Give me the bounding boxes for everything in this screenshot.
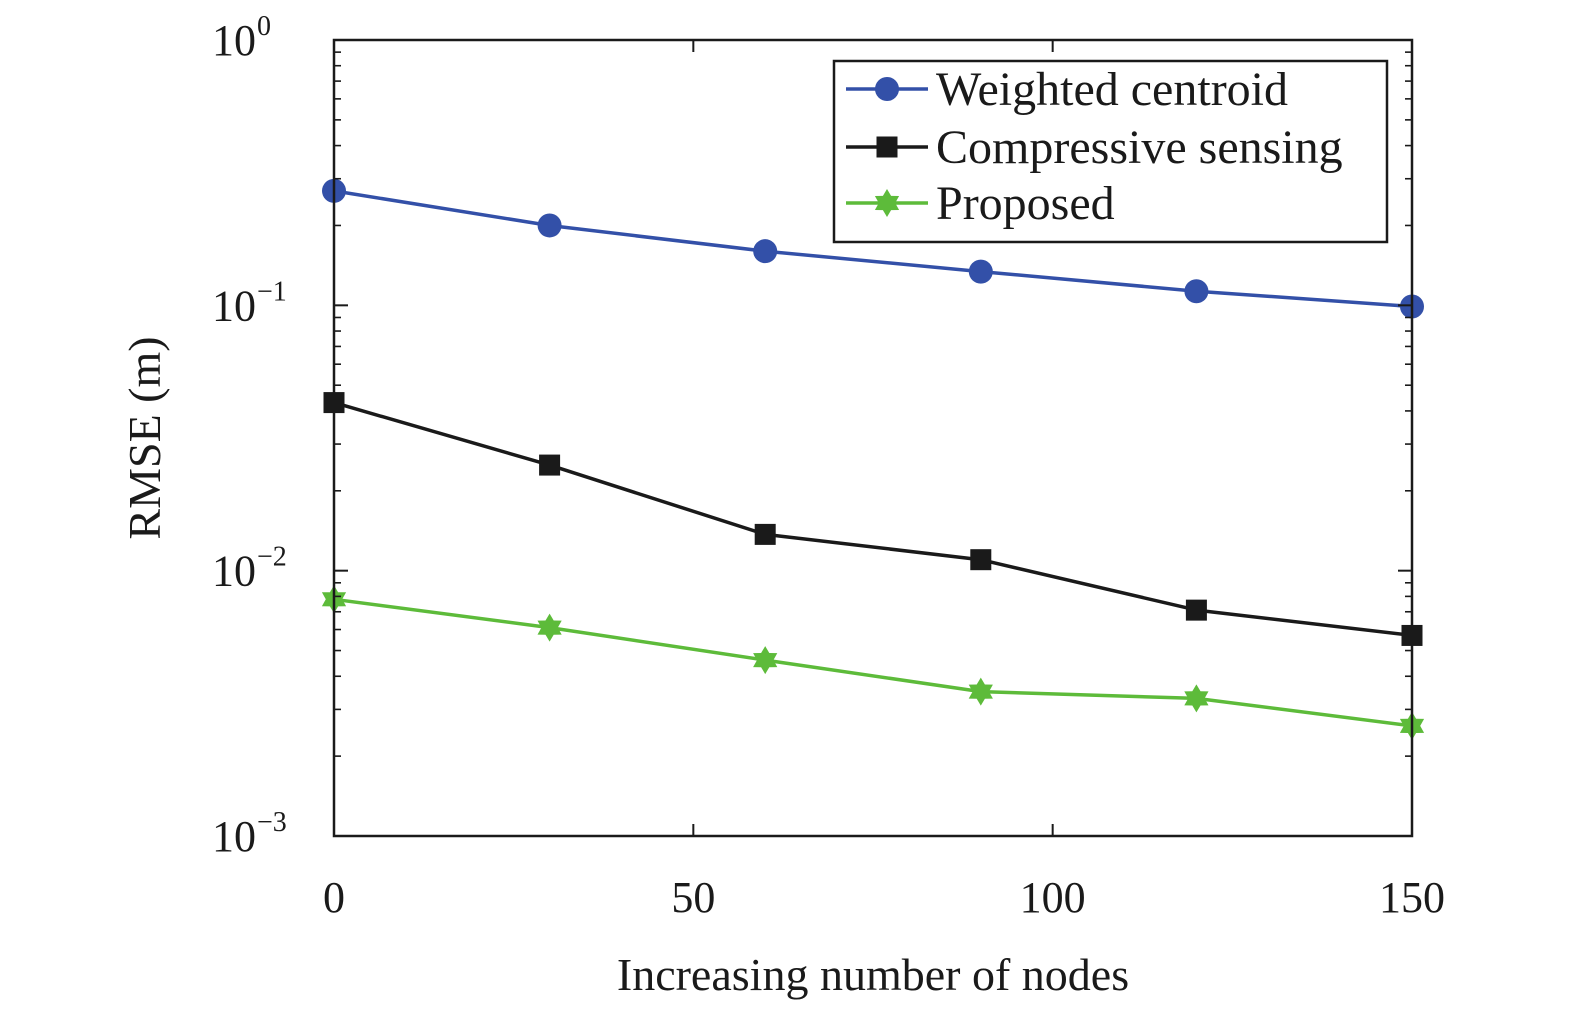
legend-marker <box>875 77 899 101</box>
data-point <box>1184 684 1209 713</box>
legend-marker <box>876 136 898 158</box>
series-line <box>333 597 1413 728</box>
data-point <box>754 523 776 545</box>
data-point <box>753 646 778 675</box>
y-tick-exponent: 0 <box>257 11 271 42</box>
x-tick-labels: 0 50 100 150 <box>323 873 1445 922</box>
data-point <box>539 454 561 476</box>
legend-label: Compressive sensing <box>936 121 1343 174</box>
legend-marker <box>874 189 900 217</box>
plot-frame <box>332 38 1414 838</box>
series-line <box>333 400 1413 638</box>
y-tick-exponent: −1 <box>257 276 287 307</box>
data-point <box>537 213 562 238</box>
legend-box <box>832 59 1389 244</box>
y-tick-exponent: −2 <box>257 542 287 573</box>
y-axis-title: RMSE (m) <box>119 336 170 539</box>
x-tick-label: 150 <box>1379 873 1445 922</box>
x-tick-label: 0 <box>323 873 345 922</box>
data-point <box>970 549 992 571</box>
data-point <box>537 613 562 642</box>
y-tick-label: 10 <box>212 16 256 65</box>
data-point <box>968 677 993 706</box>
y-tick-label: 10 <box>212 547 256 596</box>
legend-label: Weighted centroid <box>936 63 1288 116</box>
data-point <box>1184 279 1209 304</box>
y-tick-label: 10 <box>212 812 256 861</box>
y-tick-exponent: −3 <box>257 807 287 838</box>
series-line <box>333 189 1413 309</box>
plot-marks <box>321 178 1425 740</box>
data-point <box>1185 599 1207 621</box>
x-tick-label: 50 <box>671 873 715 922</box>
axis-ticks <box>333 39 1413 837</box>
data-point <box>968 259 993 284</box>
y-tick-label: 10 <box>212 281 256 330</box>
x-tick-label: 100 <box>1020 873 1086 922</box>
data-point <box>753 239 778 264</box>
x-axis-title: Increasing number of nodes <box>617 949 1129 1000</box>
legend-label: Proposed <box>936 177 1115 230</box>
